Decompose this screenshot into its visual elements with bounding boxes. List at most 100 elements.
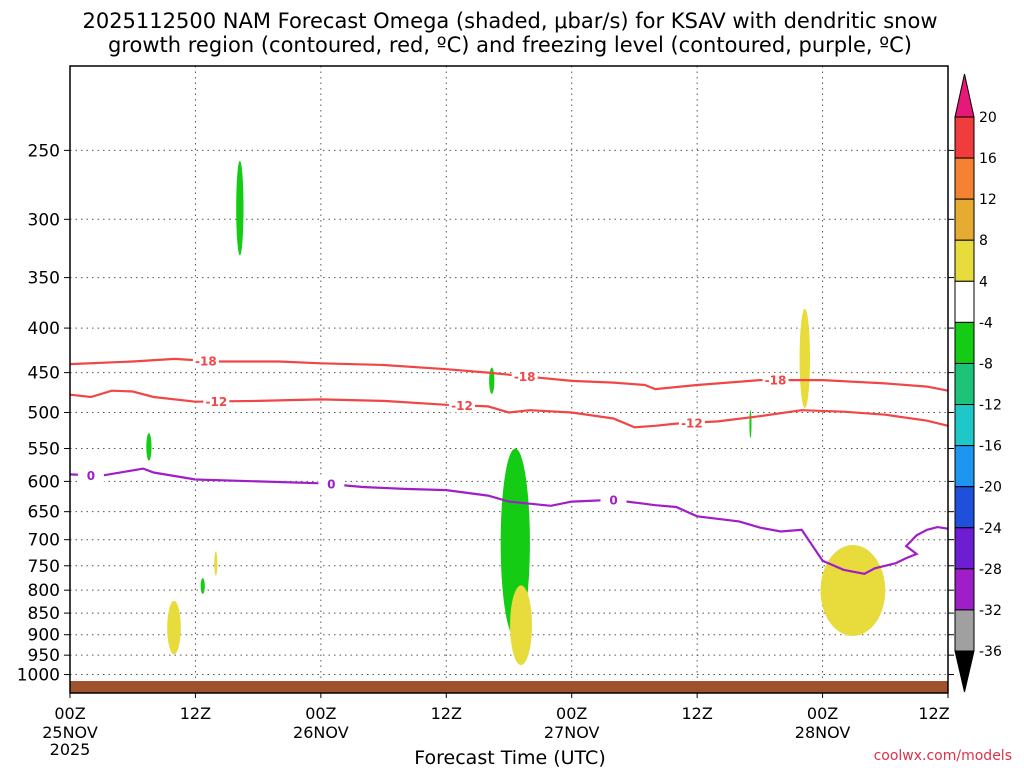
y-tick-label-350: 350: [28, 269, 60, 289]
contour-label-bg-1-0: [203, 394, 230, 409]
contour-label-bg-0-0: [192, 353, 219, 368]
colorbar-segment-9: [954, 486, 975, 529]
omega-region-1: [146, 433, 152, 461]
y-tick-label-900: 900: [28, 626, 60, 646]
contour-label-0-0: -18: [195, 354, 217, 368]
y-tick-label-400: 400: [28, 319, 60, 339]
contour-label-2-0: 0: [87, 469, 95, 483]
omega-region-5: [489, 367, 495, 394]
x-tick-label-top-12: 12Z: [180, 704, 211, 723]
contour-line-2: [69, 467, 949, 575]
colorbar-label-0: 20: [979, 110, 997, 126]
colorbar-segment-4: [954, 280, 975, 323]
contour-label-0-1: -18: [514, 370, 536, 384]
x-tick-label-mid-0: 25NOV: [42, 723, 98, 742]
y-tick-label-800: 800: [28, 581, 60, 601]
y-tick-label-1000: 1000: [17, 666, 60, 686]
y-tick-label-750: 750: [28, 557, 60, 577]
colorbar-segment-11: [954, 568, 975, 611]
x-tick-label-top-84: 12Z: [918, 704, 949, 723]
colorbar-label-11: -28: [979, 562, 1002, 578]
colorbar-segment-2: [954, 198, 975, 241]
contour-label-bg-2-1: [318, 477, 345, 492]
colorbar-segment-6: [954, 362, 975, 406]
x-tick-label-mid-72: 28NOV: [795, 723, 851, 742]
contour-line-1: [69, 389, 949, 429]
colorbar-label-13: -36: [979, 644, 1002, 660]
colorbar-segment-0: [954, 116, 975, 159]
contour-label-1-0: -12: [205, 395, 227, 409]
colorbar-label-9: -20: [979, 480, 1002, 496]
contour-label-1-1: -12: [451, 399, 473, 413]
colorbar-label-7: -12: [979, 398, 1002, 414]
y-tick-label-650: 650: [28, 503, 60, 523]
colorbar-label-1: 16: [979, 151, 997, 167]
y-tick-label-450: 450: [28, 364, 60, 384]
omega-region-7: [510, 585, 532, 665]
y-tick-label-950: 950: [28, 646, 60, 666]
y-tick-label-550: 550: [28, 440, 60, 460]
y-tick-label-500: 500: [28, 403, 60, 423]
chart-title-line1: 2025112500 NAM Forecast Omega (shaded, μ…: [82, 9, 937, 33]
contour-label-2-1: 0: [327, 478, 335, 492]
colorbar-segment-3: [954, 239, 975, 282]
omega-region-0: [236, 160, 244, 256]
colorbar-bottom-arrow: [954, 650, 975, 693]
omega-region-8: [749, 410, 752, 439]
colorbar-segment-8: [954, 445, 975, 488]
colorbar-segment-1: [954, 157, 975, 200]
terrain-ground: [70, 681, 948, 693]
contour-label-bg-0-2: [762, 373, 789, 388]
temperature-contours: -18 -18 -18 -12 -12 -12 0 0 0: [69, 353, 949, 575]
colorbar-label-10: -24: [979, 521, 1002, 537]
contour-line-0: [69, 357, 949, 392]
colorbar-segment-12: [954, 609, 975, 652]
plot-frame: [69, 65, 949, 694]
x-tick-label-mid-24: 26NOV: [293, 723, 349, 742]
colorbar-segment-10: [954, 527, 975, 570]
colorbar-label-2: 12: [979, 192, 997, 208]
y-tick-label-700: 700: [28, 531, 60, 551]
x-tick-label-bot-0: 2025: [50, 740, 91, 759]
y-tick-label-300: 300: [28, 210, 60, 230]
x-tick-label-top-24: 00Z: [305, 704, 336, 723]
contour-label-1-2: -12: [681, 416, 703, 430]
contour-label-bg-0-1: [511, 369, 538, 384]
y-tick-label-600: 600: [28, 472, 60, 492]
y-tick-label-250: 250: [28, 141, 60, 161]
omega-region-4: [167, 600, 181, 655]
contour-label-bg-2-0: [77, 468, 104, 483]
omega-region-2: [200, 578, 205, 594]
colorbar-top-arrow: [954, 73, 975, 118]
contour-label-bg-2-2: [600, 492, 627, 507]
x-axis-label: Forecast Time (UTC): [414, 747, 605, 768]
credit-text[interactable]: coolwx.com/models: [874, 748, 1012, 764]
x-tick-label-top-36: 12Z: [431, 704, 462, 723]
x-tick-label-top-72: 00Z: [807, 704, 838, 723]
x-tick-label-top-60: 12Z: [681, 704, 712, 723]
contour-label-2-2: 0: [609, 493, 617, 507]
x-tick-label-top-48: 00Z: [556, 704, 587, 723]
chart-title-line2: growth region (contoured, red, ºC) and f…: [108, 33, 912, 57]
contour-label-0-2: -18: [765, 374, 787, 388]
colorbar: 20 16 12 8 4 -4 -8 -12 -16 -20 -24 -28 -32 -36: [954, 73, 1002, 693]
x-tick-label-mid-48: 27NOV: [544, 723, 600, 742]
colorbar-label-12: -32: [979, 603, 1002, 619]
colorbar-label-8: -16: [979, 439, 1002, 455]
contour-label-bg-1-1: [448, 398, 475, 413]
colorbar-label-5: -4: [979, 315, 993, 331]
colorbar-label-6: -8: [979, 356, 993, 372]
colorbar-label-3: 8: [979, 233, 988, 249]
omega-region-10: [820, 545, 886, 636]
colorbar-segment-7: [954, 404, 975, 447]
y-tick-label-850: 850: [28, 604, 60, 624]
omega-region-9: [799, 308, 811, 408]
colorbar-segment-5: [954, 321, 975, 364]
colorbar-label-4: 4: [979, 274, 988, 290]
omega-region-3: [214, 551, 218, 576]
x-tick-label-top-0: 00Z: [54, 704, 85, 723]
contour-label-bg-1-2: [678, 415, 705, 430]
y-axis-ticks: 2503003504004505005506006507007508008509…: [17, 141, 954, 686]
